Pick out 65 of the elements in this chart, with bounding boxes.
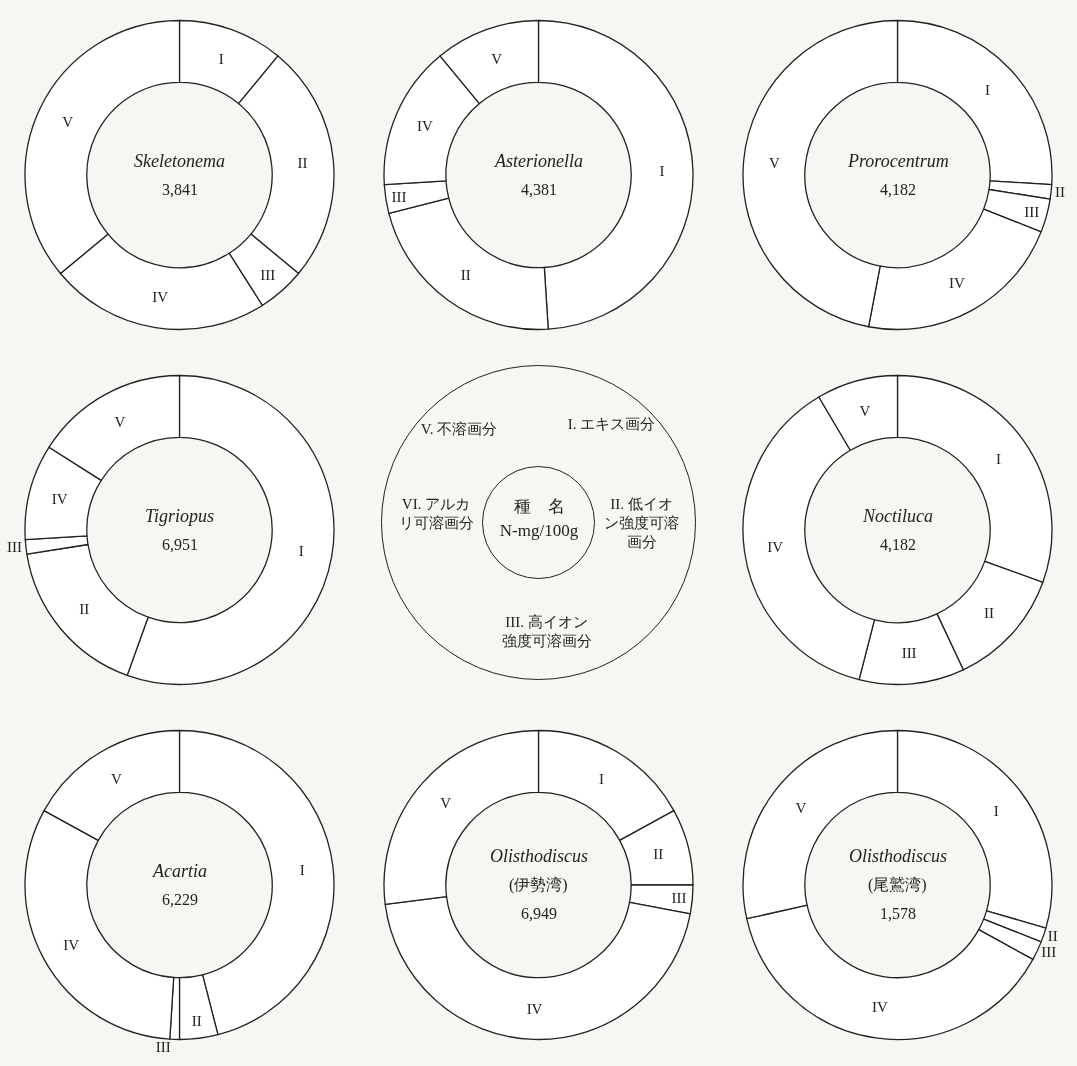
slice-label: V <box>111 770 123 787</box>
slice-label: V <box>768 155 780 172</box>
text: VI. アルカリ可溶画分 <box>397 495 475 533</box>
slice-label: V <box>114 413 126 430</box>
slice-label: I <box>985 82 991 99</box>
slice-label: V <box>491 50 503 67</box>
slice-label: II <box>460 266 471 283</box>
slice-label: II <box>1047 927 1058 944</box>
text: Olisthodiscus <box>490 846 589 866</box>
slice-label: V <box>440 795 452 812</box>
slice-label: III <box>155 1039 171 1056</box>
text: Tigriopus <box>145 506 215 526</box>
slice-label: III <box>391 189 407 206</box>
text: V. 不溶画分 <box>419 420 499 439</box>
text: Acartia <box>152 861 207 881</box>
slice-label: IV <box>417 117 434 134</box>
text: 1,578 <box>880 905 916 922</box>
slice-label: IV <box>51 491 68 508</box>
slice-label: III <box>901 645 917 662</box>
text: 種 名 <box>512 496 566 518</box>
slice-label: II <box>983 605 994 622</box>
slice-label: II <box>79 600 90 617</box>
text: 6,229 <box>162 891 198 908</box>
slice-label: IV <box>949 275 966 292</box>
slice-label: I <box>659 163 665 180</box>
text: II. 低イオン強度可溶画分 <box>604 495 679 552</box>
slice-label: III <box>1024 203 1040 220</box>
slice-label: I <box>299 861 305 878</box>
slice-label: V <box>859 402 871 419</box>
text: 4,182 <box>880 536 916 553</box>
slice-label: II <box>653 846 664 863</box>
text: III. 高イオン強度可溶画分 <box>500 613 593 651</box>
slice-label: III <box>260 267 276 284</box>
text: I. エキス画分 <box>566 415 657 434</box>
text: 4,381 <box>521 181 557 198</box>
text: Olisthodiscus <box>849 846 948 866</box>
slice-label: II <box>1055 184 1066 201</box>
text: Prorocentrum <box>847 151 949 171</box>
text: N-mg/100g <box>498 520 580 542</box>
slice-label: V <box>795 799 807 816</box>
slice-label: I <box>993 802 999 819</box>
text: 4,182 <box>880 181 916 198</box>
text: 6,949 <box>521 905 557 922</box>
slice-label: IV <box>63 936 80 953</box>
slice-label: III <box>6 539 22 556</box>
slice-label: III <box>671 890 687 907</box>
slice-label: IV <box>526 1000 543 1017</box>
text: 3,841 <box>162 181 198 198</box>
slice-label: IV <box>872 999 889 1016</box>
text: (尾鷲湾) <box>868 876 927 894</box>
slice-label: IV <box>152 289 169 306</box>
text: 6,951 <box>162 536 198 553</box>
text: Asterionella <box>494 151 583 171</box>
slice-label: IV <box>767 539 784 556</box>
slice-label: I <box>996 450 1002 467</box>
text: Noctiluca <box>862 506 933 526</box>
text: Skeletonema <box>134 151 225 171</box>
slice-label: V <box>62 114 74 131</box>
slice-label: II <box>297 155 308 172</box>
slice-label: I <box>218 50 224 67</box>
text: (伊勢湾) <box>509 876 568 894</box>
slice-label: I <box>298 543 304 560</box>
slice-label: III <box>1041 944 1057 961</box>
slice-label: II <box>191 1013 202 1030</box>
slice-label: I <box>598 770 604 787</box>
